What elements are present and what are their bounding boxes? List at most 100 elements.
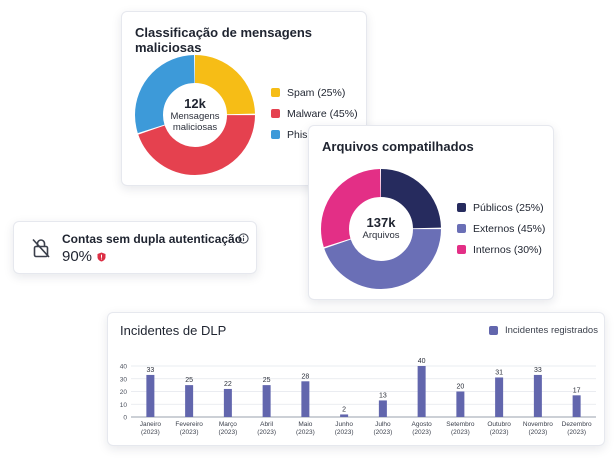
x-tick-label: Julho [375,421,391,428]
x-tick-label: Maio [298,421,312,428]
files-legend-label: Públicos (25%) [473,201,544,214]
mfa-title: Contas sem dupla autenticação [62,232,243,246]
x-tick-sublabel: (2023) [373,429,392,436]
files-legend-item: Externos (45%) [457,218,545,239]
x-tick-label: Fevereiro [175,421,203,428]
malicious-center-value: 12k [184,96,206,111]
dlp-legend: Incidentes registrados [489,325,598,336]
mfa-value: 90% [62,248,93,265]
files-slice [321,169,441,289]
x-tick-sublabel: (2023) [412,429,431,436]
y-tick-label: 30 [120,376,128,383]
y-tick-label: 20 [120,389,128,396]
mfa-card: Contas sem dupla autenticação 90% [13,221,257,274]
bar[interactable] [262,385,271,417]
malicious-slice [135,55,255,175]
files-legend-swatch [457,203,466,212]
files-legend-label: Externos (45%) [473,222,546,235]
bar[interactable] [456,391,465,418]
x-tick-sublabel: (2023) [257,429,276,436]
x-tick-sublabel: (2023) [567,429,586,436]
bar-value-label: 40 [418,358,426,365]
malicious-center-label-1: Mensagens [170,111,220,122]
files-legend-item: Internos (30%) [457,239,545,260]
malicious-legend-item: Spam (25%) [271,82,358,103]
dlp-legend-swatch [489,326,498,335]
x-tick-label: Agosto [412,421,433,428]
bar-value-label: 22 [224,381,232,388]
lock-off-icon [32,238,50,258]
bar[interactable] [223,388,232,417]
dlp-card-title: Incidentes de DLP [120,323,227,338]
bar-value-label: 25 [185,377,193,384]
malicious-center-text: 12k Mensagens maliciosas [156,96,234,133]
malicious-slice [135,55,255,175]
y-tick-label: 10 [120,402,128,409]
x-tick-label: Março [219,421,237,428]
bar[interactable] [533,374,542,417]
malicious-legend-label: Spam (25%) [287,86,346,99]
files-legend-swatch [457,224,466,233]
x-tick-sublabel: (2023) [490,429,509,436]
malicious-slice [135,55,255,175]
malicious-legend-swatch [271,109,280,118]
files-center-label: Arquivos [362,230,400,241]
malicious-legend-swatch [271,88,280,97]
files-legend-label: Internos (30%) [473,243,542,256]
x-tick-sublabel: (2023) [180,429,199,436]
dlp-incidents-card: Incidentes de DLP Incidentes registrados… [107,312,605,446]
x-tick-label: Outubro [487,421,511,428]
shared-files-card: Arquivos compatilhados 137k Arquivos Púb… [308,125,554,300]
bar[interactable] [572,395,581,417]
x-tick-sublabel: (2023) [528,429,547,436]
files-center-value: 137k [366,215,396,230]
bar-value-label: 25 [263,377,271,384]
x-tick-sublabel: (2023) [451,429,470,436]
bar[interactable] [340,414,349,417]
bar[interactable] [417,366,426,417]
files-legend-item: Públicos (25%) [457,197,545,218]
bar[interactable] [301,381,310,417]
shield-alert-icon [97,252,106,262]
files-slice [321,169,441,289]
bar-value-label: 28 [301,373,309,380]
files-legend: Públicos (25%) Externos (45%) Internos (30… [457,197,545,260]
bar-value-label: 33 [534,367,542,374]
bar-value-label: 20 [456,384,464,391]
x-tick-label: Dezembro [562,421,592,428]
malicious-center-label-2: maliciosas [172,122,218,133]
x-tick-sublabel: (2023) [218,429,237,436]
x-tick-label: Abril [260,421,274,428]
files-slice [321,169,441,289]
bar-value-label: 13 [379,392,387,399]
info-icon[interactable] [238,233,249,244]
malicious-legend-label: Malware (45%) [287,107,358,120]
x-tick-label: Setembro [446,421,475,428]
files-legend-swatch [457,245,466,254]
dlp-legend-label: Incidentes registrados [505,325,598,336]
files-donut-chart [321,169,441,289]
files-card-title: Arquivos compatilhados [322,139,474,154]
malicious-donut-chart [135,55,255,175]
x-tick-sublabel: (2023) [335,429,354,436]
malicious-legend-swatch [271,130,280,139]
x-tick-label: Novembro [523,421,553,428]
bar[interactable] [185,385,194,417]
bar[interactable] [378,400,387,417]
y-tick-label: 0 [123,415,127,422]
bar-value-label: 17 [573,387,581,394]
bar[interactable] [146,374,155,417]
x-tick-sublabel: (2023) [296,429,315,436]
x-tick-label: Janeiro [140,421,162,428]
malicious-messages-card: Classificação de mensagens maliciosas 12… [121,11,367,186]
bar[interactable] [495,377,504,417]
malicious-card-title: Classificação de mensagens maliciosas [135,25,313,55]
bar-value-label: 33 [146,367,154,374]
files-center-text: 137k Arquivos [342,215,420,241]
x-tick-label: Junho [335,421,353,428]
bar-value-label: 31 [495,369,503,376]
malicious-legend-item: Malware (45%) [271,103,358,124]
x-tick-sublabel: (2023) [141,429,160,436]
bar-value-label: 2 [342,406,346,413]
